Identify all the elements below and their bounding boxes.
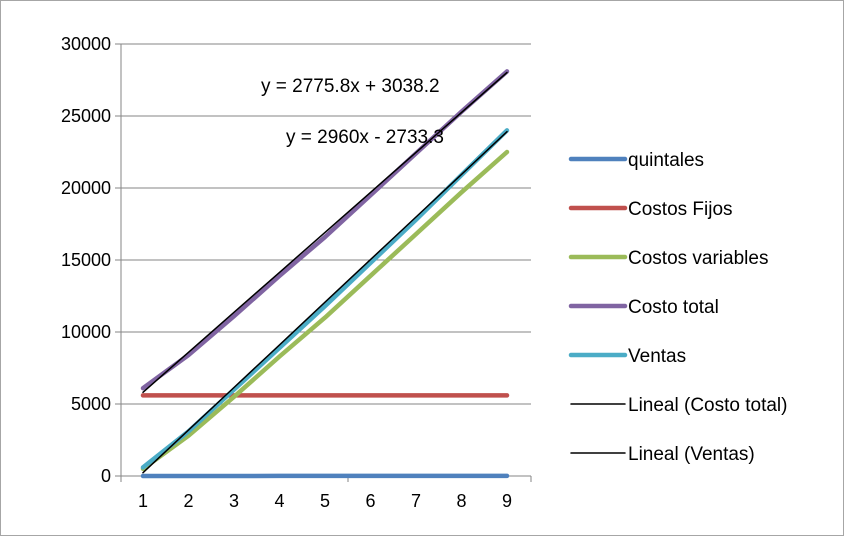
y-tick-label: 0 — [101, 466, 111, 486]
y-tick-label: 25000 — [61, 106, 111, 126]
y-tick-label: 20000 — [61, 178, 111, 198]
x-tick-label: 6 — [365, 491, 375, 511]
x-tick-label: 9 — [502, 491, 512, 511]
y-tick-label: 30000 — [61, 34, 111, 54]
y-tick-label: 5000 — [71, 394, 111, 414]
series-line-lineal-ventas — [143, 132, 507, 473]
x-tick-label: 7 — [411, 491, 421, 511]
series-line-costo-total — [143, 71, 507, 388]
equation-costo-total: y = 2775.8x + 3038.2 — [261, 76, 440, 97]
x-tick-label: 3 — [229, 491, 239, 511]
legend-label-quintales: quintales — [628, 150, 704, 171]
legend: quintales Costos Fijos Costos variables Cos… — [571, 150, 787, 465]
legend-label-costos-variables: Costos variables — [628, 248, 768, 269]
legend-label-ventas: Ventas — [628, 346, 686, 367]
x-tick-label: 5 — [320, 491, 330, 511]
x-tick-label: 4 — [274, 491, 284, 511]
x-tick-label: 2 — [183, 491, 193, 511]
series-line-ventas — [143, 130, 507, 467]
series-line-lineal-costo-total — [143, 73, 507, 393]
legend-label-costo-total: Costo total — [628, 297, 719, 318]
axes — [115, 44, 531, 482]
legend-label-lineal-costo-total: Lineal (Costo total) — [628, 395, 787, 416]
y-tick-label: 10000 — [61, 322, 111, 342]
x-tick-label: 1 — [138, 491, 148, 511]
y-tick-label: 15000 — [61, 250, 111, 270]
legend-label-lineal-ventas: Lineal (Ventas) — [628, 444, 755, 465]
grid-lines — [121, 44, 531, 404]
trendline-equations: y = 2775.8x + 3038.2 y = 2960x - 2733.3 — [261, 76, 444, 148]
equation-ventas: y = 2960x - 2733.3 — [286, 127, 444, 148]
x-tick-label: 8 — [456, 491, 466, 511]
legend-label-costos-fijos: Costos Fijos — [628, 199, 733, 220]
